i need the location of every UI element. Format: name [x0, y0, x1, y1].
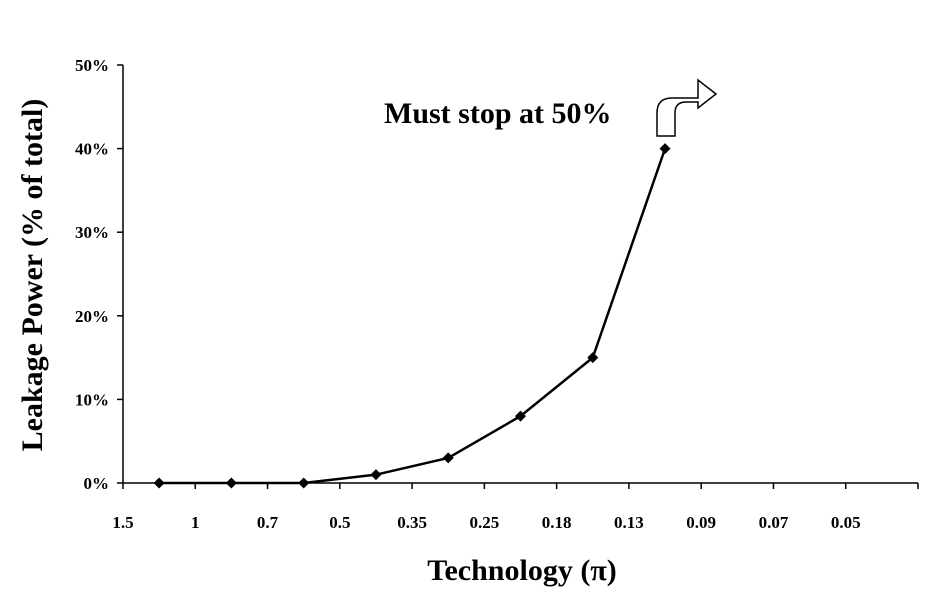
- data-point-marker: [225, 477, 237, 489]
- x-tick-label: 0.5: [329, 513, 350, 532]
- y-tick-label: 50%: [75, 56, 109, 75]
- x-tick-label: 1.5: [112, 513, 133, 532]
- x-tick-label: 1: [191, 513, 200, 532]
- series-line: [159, 148, 667, 485]
- y-tick-label: 30%: [75, 223, 109, 242]
- data-point-marker: [370, 469, 382, 481]
- x-tick-label: 0.09: [686, 513, 716, 532]
- series-group: [153, 143, 671, 489]
- x-tick-label: 0.13: [614, 513, 644, 532]
- y-axis-title: Leakage Power (% of total): [16, 99, 49, 452]
- y-tick-labels: 0% 10% 20% 30% 40% 50%: [75, 56, 109, 493]
- x-axis-title: Technology (π): [427, 554, 617, 587]
- data-point-marker: [515, 410, 526, 422]
- y-tick-label: 20%: [75, 307, 109, 326]
- y-tick-label: 40%: [75, 140, 109, 159]
- x-tick-label: 0.35: [397, 513, 427, 532]
- data-point-marker: [442, 452, 454, 464]
- data-point-marker: [587, 352, 599, 364]
- x-tick-label: 0.05: [831, 513, 861, 532]
- annotation-text: Must stop at 50%: [384, 97, 612, 130]
- y-tick-label: 0%: [84, 474, 110, 493]
- data-point-marker: [153, 477, 165, 489]
- x-tick-label: 0.18: [542, 513, 572, 532]
- x-tick-labels: 1.5 1 0.7 0.5 0.35 0.25 0.18 0.13 0.09 0.07 0.05: [112, 513, 860, 532]
- x-tick-label: 0.25: [469, 513, 499, 532]
- y-tick-label: 10%: [75, 390, 109, 409]
- data-point-marker: [659, 143, 671, 155]
- x-tick-label: 0.7: [257, 513, 279, 532]
- x-tick-label: 0.07: [759, 513, 789, 532]
- curved-right-arrow-icon: [656, 78, 718, 137]
- data-point-marker: [298, 477, 310, 489]
